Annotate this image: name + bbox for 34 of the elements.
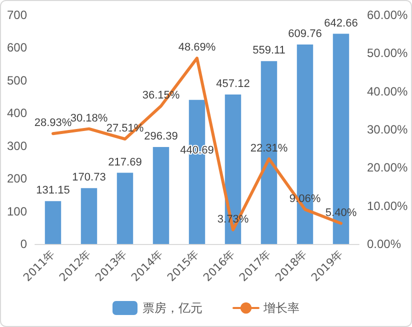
data-label: 9.06% bbox=[289, 192, 321, 205]
legend-label: 增长率 bbox=[262, 301, 300, 315]
bar bbox=[116, 172, 134, 244]
bar bbox=[80, 188, 98, 244]
y-tick-label: 600 bbox=[6, 40, 28, 55]
data-label: 559.11 bbox=[252, 44, 286, 57]
y-tick-label: 500 bbox=[6, 73, 28, 88]
y-tick-label: 700 bbox=[6, 8, 28, 22]
y2-tick-label: 60.00% bbox=[367, 8, 408, 22]
bar bbox=[44, 201, 62, 244]
y-tick-label: 300 bbox=[6, 138, 28, 153]
y2-tick-label: 0.00% bbox=[367, 237, 402, 251]
data-label: 30.18% bbox=[70, 112, 108, 124]
legend-label: 票房，亿元 bbox=[142, 301, 202, 315]
data-label: 48.69% bbox=[178, 42, 216, 54]
data-label: 609.76 bbox=[288, 28, 322, 40]
data-label: 217.69 bbox=[108, 156, 142, 168]
data-label: 28.93% bbox=[34, 117, 72, 130]
y2-tick-label: 20.00% bbox=[367, 160, 408, 175]
data-label: 642.66 bbox=[324, 17, 358, 30]
y2-tick-label: 40.00% bbox=[367, 84, 408, 98]
y2-tick-label: 10.00% bbox=[367, 198, 408, 213]
y-tick-label: 0 bbox=[20, 237, 28, 251]
bar bbox=[152, 147, 170, 244]
y-tick-label: 100 bbox=[6, 204, 28, 218]
y2-tick-label: 50.00% bbox=[367, 46, 408, 60]
data-label: 131.15 bbox=[36, 184, 70, 197]
y2-tick-label: 30.00% bbox=[367, 122, 408, 136]
y-tick-label: 400 bbox=[6, 106, 28, 120]
data-label: 170.73 bbox=[72, 172, 106, 184]
data-label: 3.73% bbox=[217, 213, 249, 226]
data-label: 296.39 bbox=[144, 130, 178, 143]
data-label: 457.12 bbox=[216, 78, 250, 90]
y-tick-label: 200 bbox=[6, 172, 28, 186]
